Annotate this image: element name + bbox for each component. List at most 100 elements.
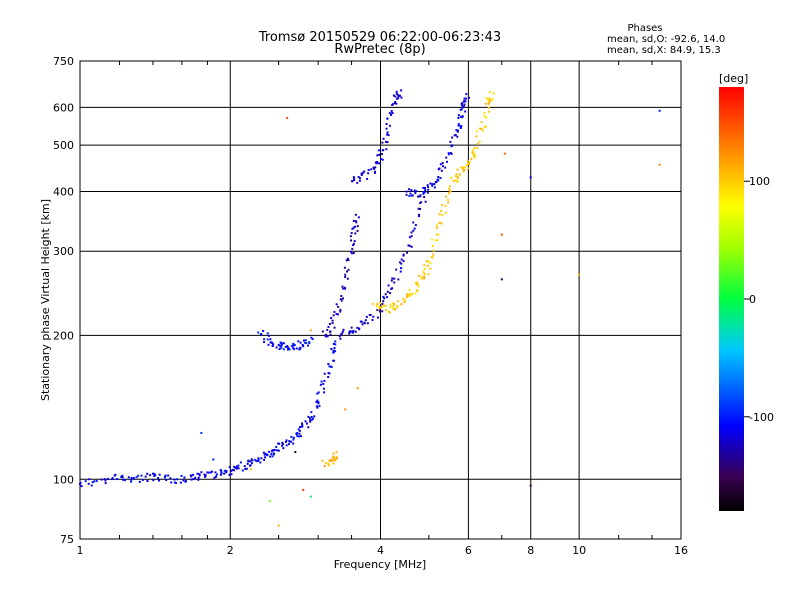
trace-point bbox=[290, 435, 293, 438]
trace-point bbox=[292, 442, 295, 445]
trace-point bbox=[356, 225, 359, 228]
trace-point bbox=[413, 227, 416, 230]
trace-point bbox=[164, 474, 167, 477]
trace-point bbox=[438, 221, 441, 224]
trace-point bbox=[282, 342, 285, 345]
scatter-point bbox=[658, 163, 661, 166]
trace-point bbox=[475, 130, 478, 133]
trace-point bbox=[376, 316, 379, 319]
trace-point bbox=[480, 128, 483, 131]
trace-point bbox=[429, 267, 432, 270]
trace-point bbox=[299, 435, 302, 438]
trace-point bbox=[376, 154, 379, 157]
trace-point bbox=[192, 478, 195, 481]
trace-point bbox=[111, 477, 114, 480]
y-tick-label: 75 bbox=[60, 533, 74, 546]
trace-point bbox=[464, 110, 467, 113]
trace-point bbox=[288, 348, 291, 351]
trace-point bbox=[140, 474, 143, 477]
trace-point bbox=[382, 137, 385, 140]
trace-point bbox=[104, 482, 107, 485]
y-tick-label: 200 bbox=[53, 329, 74, 342]
trace-point bbox=[220, 470, 223, 473]
trace-point bbox=[434, 180, 437, 183]
trace-point bbox=[354, 330, 357, 333]
trace-point bbox=[467, 162, 470, 165]
trace-point bbox=[293, 344, 296, 347]
trace-point bbox=[449, 140, 452, 143]
trace-point bbox=[417, 274, 420, 277]
trace-point bbox=[309, 419, 312, 422]
trace-point bbox=[344, 273, 347, 276]
trace-point bbox=[466, 162, 469, 165]
trace-point bbox=[423, 275, 426, 278]
trace-point bbox=[352, 329, 355, 332]
trace-point bbox=[298, 432, 301, 435]
trace-point bbox=[403, 301, 406, 304]
trace-point bbox=[483, 112, 486, 115]
trace-point bbox=[408, 244, 411, 247]
trace-point bbox=[458, 173, 461, 176]
trace-point bbox=[435, 233, 438, 236]
trace-point bbox=[386, 141, 389, 144]
stats-header: Phases bbox=[627, 23, 662, 34]
trace-point bbox=[281, 441, 284, 444]
trace-point bbox=[84, 480, 87, 483]
trace-point bbox=[293, 348, 296, 351]
trace-point bbox=[149, 474, 152, 477]
trace-point bbox=[259, 461, 262, 464]
trace-point bbox=[267, 334, 270, 337]
trace-point bbox=[315, 405, 318, 408]
trace-point bbox=[457, 114, 460, 117]
scatter-point bbox=[500, 233, 503, 236]
trace-point bbox=[411, 292, 414, 295]
trace-point bbox=[448, 189, 451, 192]
trace-point bbox=[386, 117, 389, 120]
trace-point bbox=[444, 205, 447, 208]
trace-point bbox=[360, 172, 363, 175]
trace-point bbox=[103, 478, 106, 481]
colorbar-tick-label: 100 bbox=[749, 175, 770, 188]
trace-point bbox=[379, 306, 382, 309]
trace-point bbox=[167, 474, 170, 477]
trace-point bbox=[282, 348, 285, 351]
trace-point bbox=[235, 467, 238, 470]
scatter-point bbox=[277, 524, 280, 527]
trace-point bbox=[432, 249, 435, 252]
x-tick-label: 2 bbox=[227, 544, 234, 557]
trace-point bbox=[410, 245, 413, 248]
trace-point bbox=[326, 328, 329, 331]
trace-point bbox=[393, 281, 396, 284]
trace-point bbox=[271, 455, 274, 458]
x-tick-label: 4 bbox=[377, 544, 384, 557]
y-tick-label: 750 bbox=[53, 55, 74, 68]
trace-point bbox=[132, 477, 135, 480]
trace-point bbox=[146, 479, 149, 482]
trace-point bbox=[395, 90, 398, 93]
trace-point bbox=[307, 426, 310, 429]
trace-point bbox=[264, 452, 267, 455]
trace-point bbox=[337, 305, 340, 308]
trace-point bbox=[333, 347, 336, 350]
trace-point bbox=[271, 341, 274, 344]
trace-point bbox=[417, 195, 420, 198]
trace-point bbox=[310, 418, 313, 421]
trace-point bbox=[335, 313, 338, 316]
trace-point bbox=[343, 286, 346, 289]
trace-point bbox=[381, 303, 384, 306]
trace-point bbox=[473, 154, 476, 157]
trace-point bbox=[220, 471, 223, 474]
trace-point bbox=[173, 481, 176, 484]
trace-point bbox=[334, 458, 337, 461]
trace-point bbox=[233, 469, 236, 472]
trace-point bbox=[333, 310, 336, 313]
trace-point bbox=[250, 458, 253, 461]
trace-point bbox=[122, 478, 125, 481]
trace-point bbox=[419, 194, 422, 197]
trace-point bbox=[266, 338, 269, 341]
trace-point bbox=[152, 479, 155, 482]
trace-point bbox=[271, 344, 274, 347]
trace-point bbox=[351, 227, 354, 230]
trace-point bbox=[269, 341, 272, 344]
trace-point bbox=[394, 308, 397, 311]
